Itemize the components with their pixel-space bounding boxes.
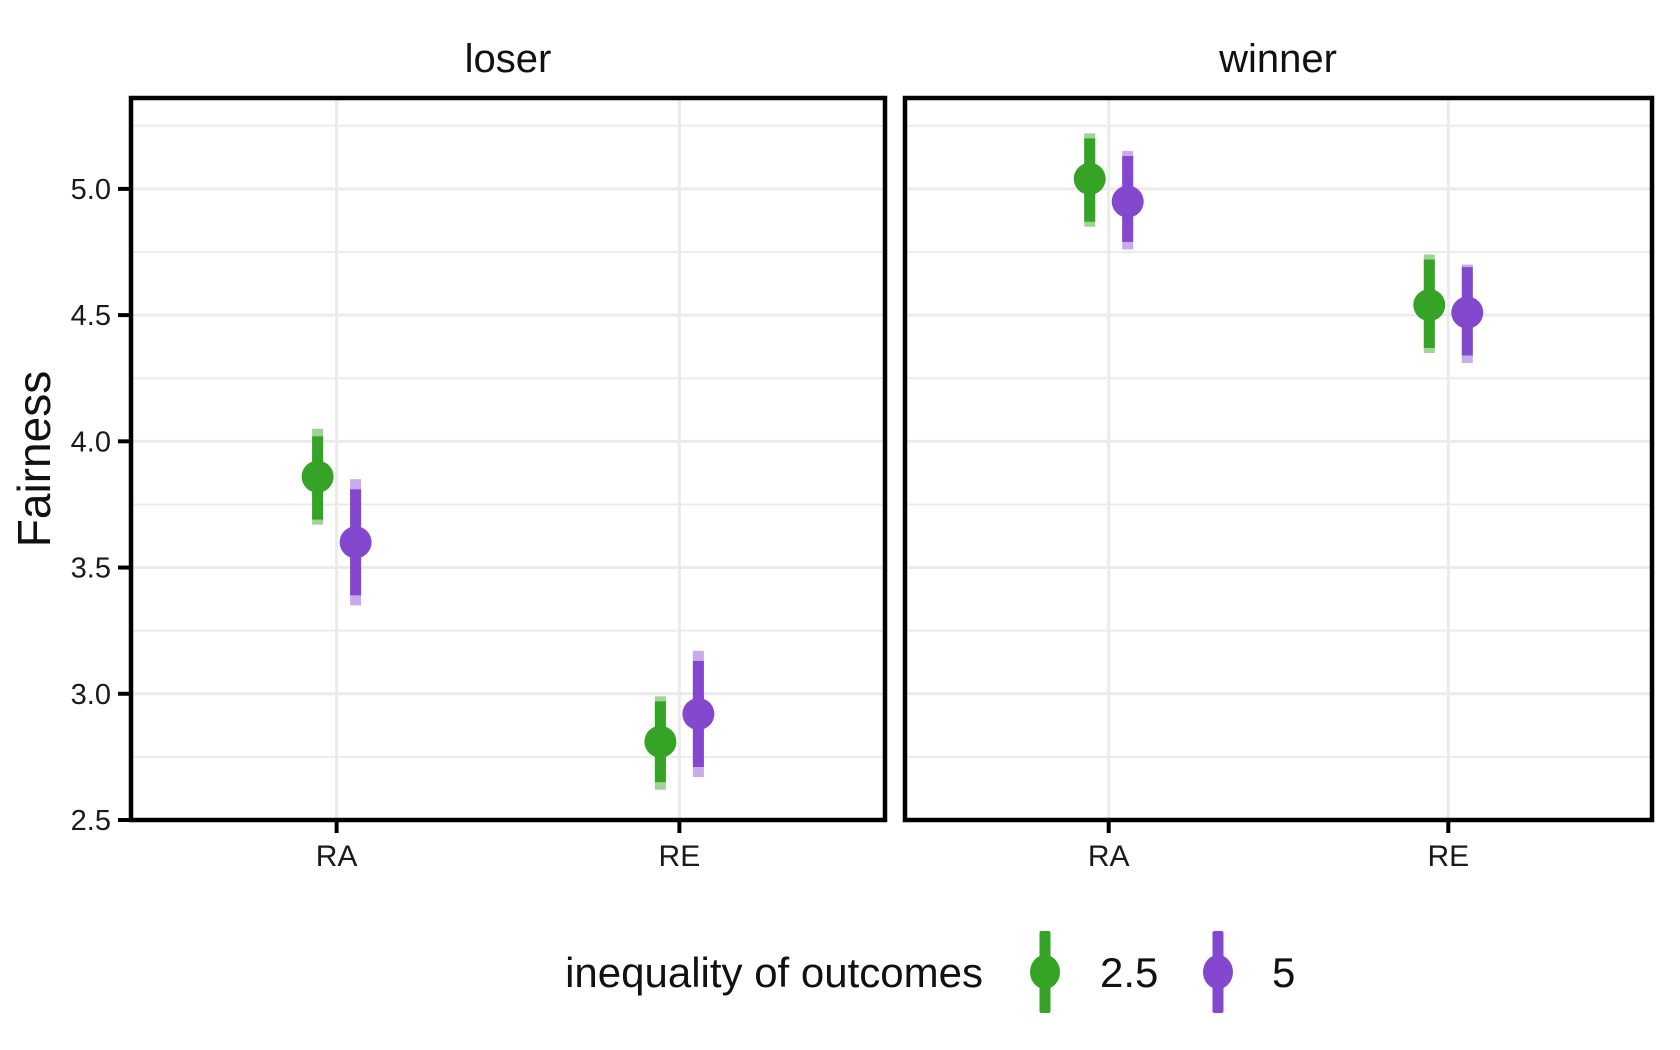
y-tick-label: 5.0 <box>71 174 111 206</box>
panel-border-loser <box>128 95 888 823</box>
legend-label-2-5: 2.5 <box>1100 949 1158 996</box>
x-tick-label: RE <box>659 840 701 873</box>
point-loser-RE-2.5-mean <box>644 725 677 758</box>
x-tick-label: RA <box>316 840 358 873</box>
y-tick-label: 3.0 <box>71 679 111 711</box>
panels-group: RA RE RA RE 2.5 3.0 3.5 4.0 4.5 5.0 <box>71 95 1655 873</box>
panel-border-winner <box>902 95 1655 823</box>
legend-key-point-purple <box>1203 955 1233 989</box>
legend-title: inequality of outcomes <box>565 949 983 996</box>
facet-title-winner: winner <box>1218 37 1337 81</box>
facet-title-loser: loser <box>465 37 552 81</box>
panel-background-loser <box>131 98 885 820</box>
y-axis-title: Fairness <box>8 371 60 547</box>
point-loser-RA-2.5-mean <box>301 460 334 493</box>
point-winner-RA-2.5-mean <box>1073 162 1106 195</box>
x-tick-label: RA <box>1088 840 1130 873</box>
y-tick-label: 3.5 <box>71 553 111 585</box>
point-loser-RA-5-mean <box>339 526 372 559</box>
point-winner-RA-5-mean <box>1111 185 1144 218</box>
panel-background-winner <box>905 98 1652 820</box>
y-tick-label: 4.5 <box>71 300 111 332</box>
legend-key-green <box>1030 931 1060 1013</box>
y-tick-label: 2.5 <box>71 805 111 837</box>
legend-key-point-green <box>1030 955 1060 989</box>
y-tick-label: 4.0 <box>71 426 111 458</box>
point-winner-RE-2.5-mean <box>1413 289 1446 322</box>
x-tick-label: RE <box>1427 840 1469 873</box>
legend: inequality of outcomes 2.5 5 <box>565 931 1295 1013</box>
point-loser-RE-5-mean <box>682 697 715 730</box>
point-winner-RE-5-mean <box>1451 296 1484 329</box>
legend-key-purple <box>1203 931 1233 1013</box>
legend-label-5: 5 <box>1272 949 1295 996</box>
